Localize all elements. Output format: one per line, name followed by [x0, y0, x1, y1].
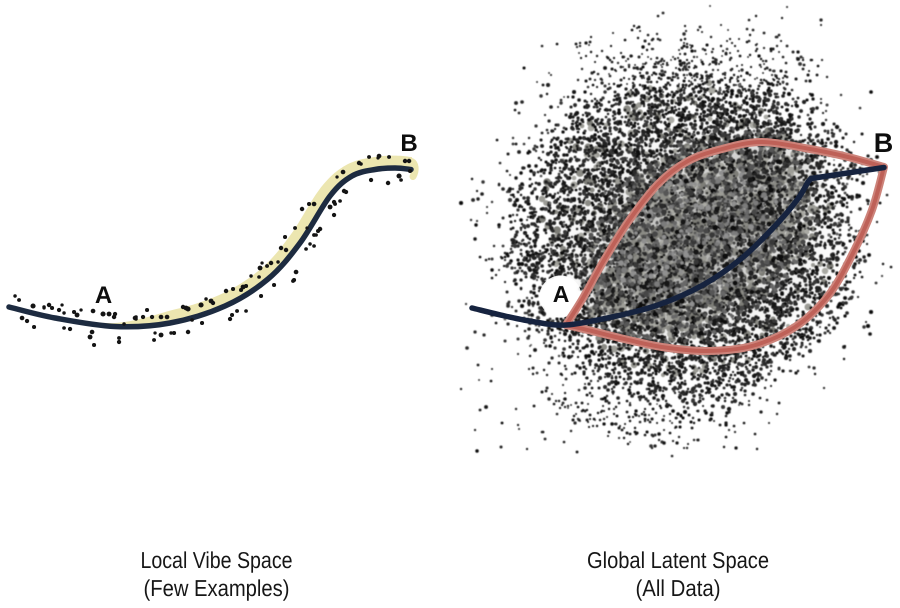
- svg-text:A: A: [553, 281, 570, 307]
- svg-text:B: B: [874, 128, 894, 158]
- svg-text:(Few Examples): (Few Examples): [143, 575, 289, 601]
- svg-text:(All Data): (All Data): [635, 575, 720, 601]
- svg-text:Local Vibe Space: Local Vibe Space: [140, 547, 292, 573]
- svg-text:B: B: [400, 130, 417, 157]
- svg-text:Global Latent Space: Global Latent Space: [587, 547, 769, 573]
- svg-text:A: A: [95, 282, 112, 309]
